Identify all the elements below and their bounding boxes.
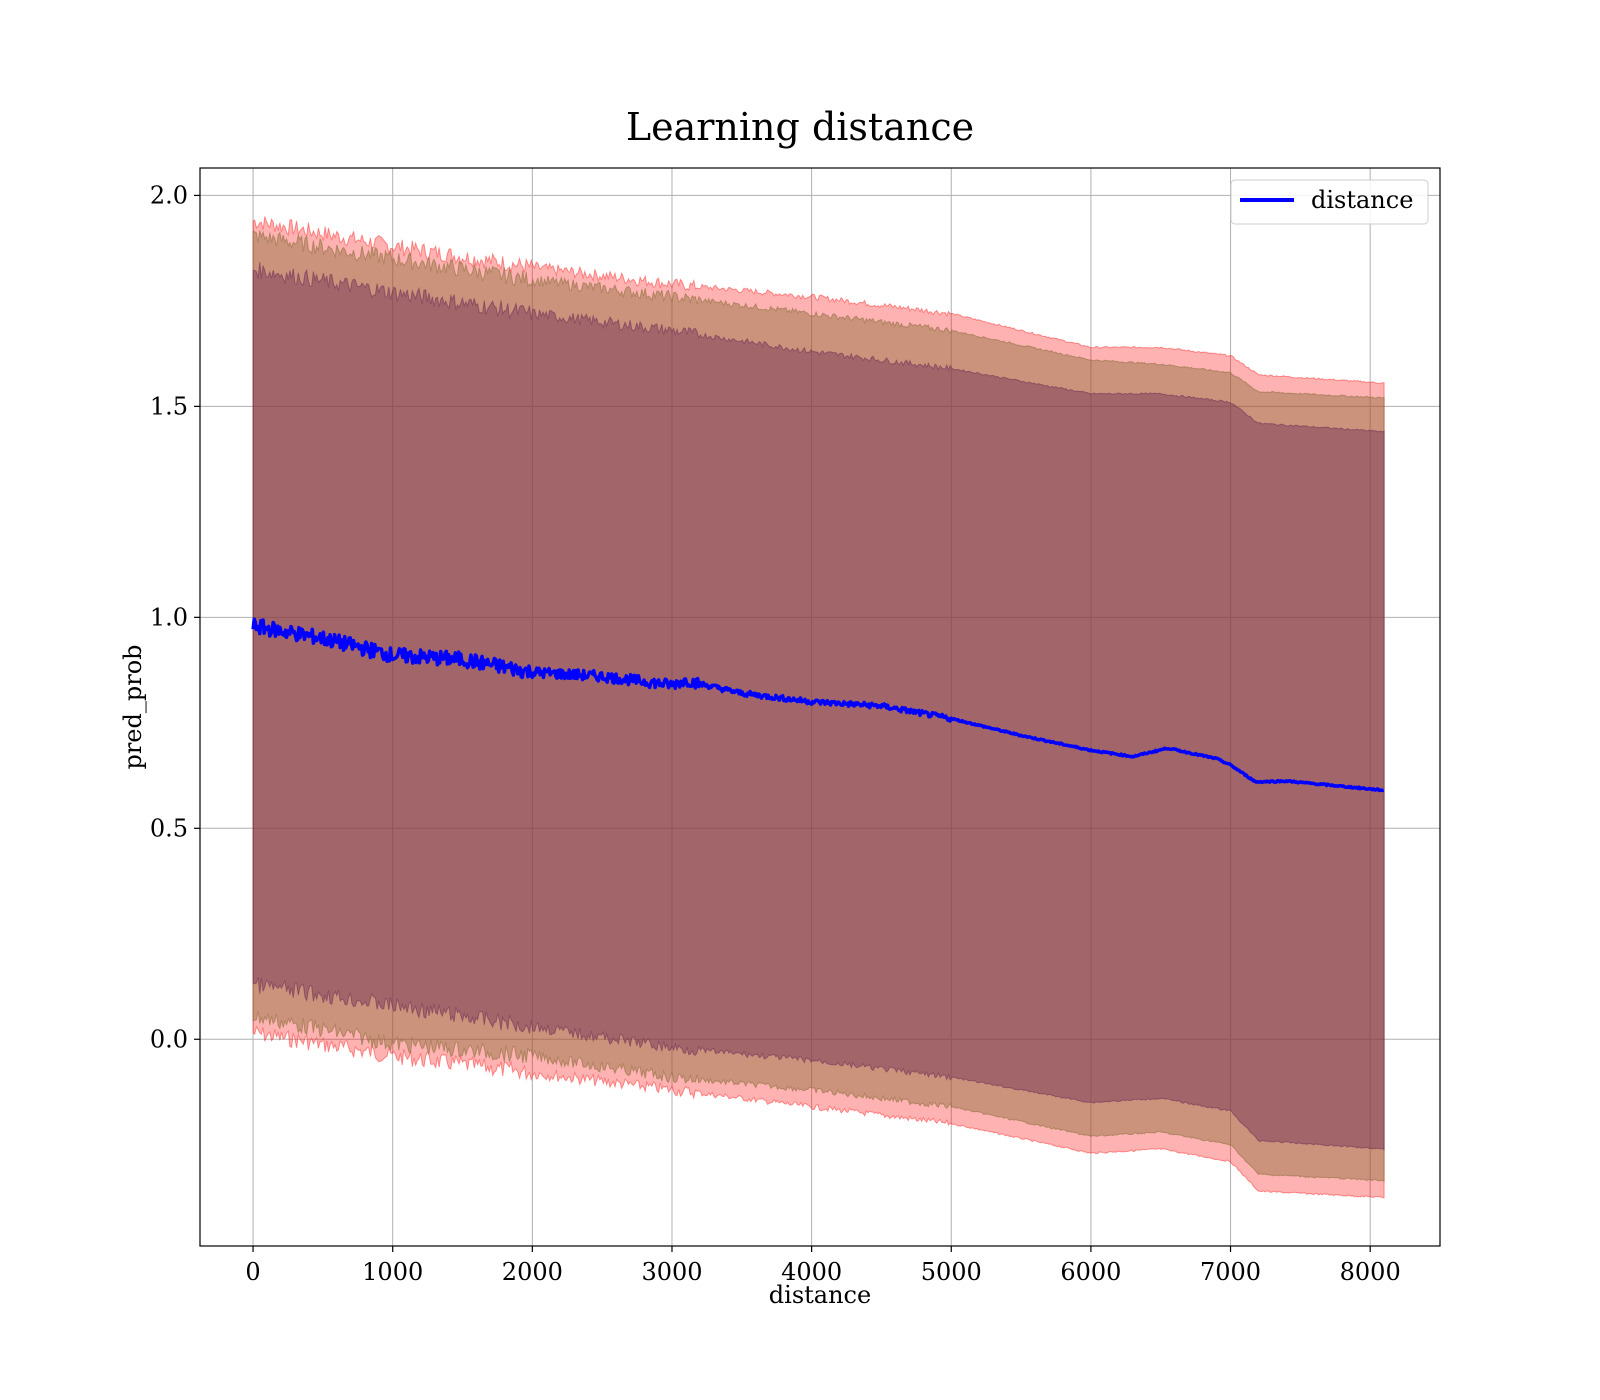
legend-label-distance: distance: [1311, 186, 1413, 214]
y-tick-label: 1.0: [150, 603, 188, 631]
chart-title: Learning distance: [626, 105, 974, 149]
y-tick-label: 1.5: [150, 392, 188, 420]
x-tick-label: 4000: [781, 1258, 842, 1286]
x-tick-label: 3000: [641, 1258, 702, 1286]
y-tick-label: 0.5: [150, 814, 188, 842]
plot-area-frame: [199, 167, 1441, 1247]
y-axis-label: pred_prob: [119, 644, 147, 769]
band-middle: [252, 230, 1385, 1182]
series-line-distance: [251, 617, 1385, 793]
x-tick-label: 7000: [1200, 1258, 1261, 1286]
x-tick-label: 1000: [362, 1258, 423, 1286]
x-tick-label: 8000: [1340, 1258, 1401, 1286]
x-tick-label: 5000: [921, 1258, 982, 1286]
band-inner: [252, 261, 1385, 1151]
legend-box: [1230, 179, 1429, 225]
x-tick-label: 2000: [502, 1258, 563, 1286]
x-tick-label: 0: [245, 1258, 260, 1286]
band-outer: [252, 216, 1385, 1199]
x-axis-label: distance: [769, 1281, 871, 1309]
x-tick-label: 6000: [1060, 1258, 1121, 1286]
confidence-bands: [252, 216, 1385, 1199]
series-lines: [251, 617, 1385, 793]
axis-ticks: 0 1000 2000 3000 4000 5000 6000 7000 8000 0.0 0.5 1…: [150, 181, 1401, 1286]
y-tick-label: 0.0: [150, 1025, 188, 1053]
y-tick-label: 2.0: [150, 181, 188, 209]
legend: distance: [1230, 179, 1429, 225]
